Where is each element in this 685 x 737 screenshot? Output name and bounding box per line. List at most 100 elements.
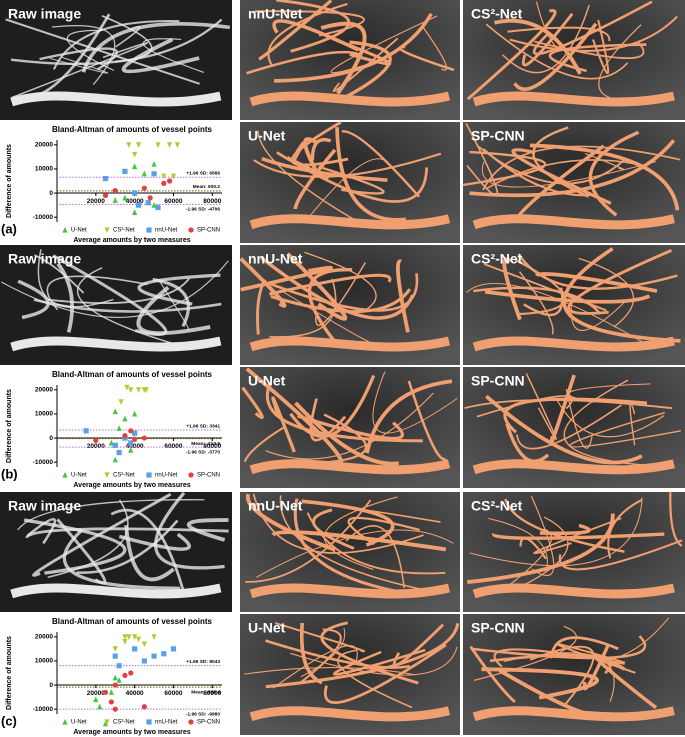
reference-label: -1.96 SD: -9980 [186, 711, 220, 717]
segmentation-image: nnU-Net [240, 0, 460, 120]
point [122, 433, 128, 439]
y-tick-label: -10000 [33, 459, 54, 466]
vessel [121, 37, 200, 74]
point [151, 160, 157, 167]
vessel [481, 667, 599, 700]
vessel [62, 529, 181, 590]
legend-marker [146, 227, 152, 233]
legend-label: SP-CNN [197, 473, 220, 479]
legend-marker [104, 719, 110, 726]
point [132, 646, 138, 652]
point [132, 163, 138, 170]
point [155, 204, 161, 211]
vessel [469, 139, 676, 198]
segmentation-image: CS²-Net [463, 492, 685, 612]
vessel [56, 262, 74, 333]
legend-label: CS²-Net [113, 228, 135, 234]
vessel [548, 43, 647, 73]
vessel [341, 130, 421, 198]
y-tick-label: -10000 [33, 214, 54, 221]
vessel [48, 278, 190, 305]
segmentation-image: U-Net [240, 120, 460, 243]
legend-label: CS²-Net [113, 720, 135, 726]
legend-marker [188, 472, 194, 478]
reference-label: Mean: -214.6 [191, 441, 220, 447]
segmentation-image: CS²-Net [463, 0, 685, 120]
y-tick-label: 0 [49, 190, 53, 197]
vessel [469, 497, 643, 567]
point [141, 658, 147, 664]
vessel [629, 401, 636, 446]
vessel [335, 127, 407, 222]
vessel [265, 622, 460, 689]
vessel [296, 414, 405, 441]
vessel [588, 130, 640, 217]
point [116, 425, 122, 432]
point [145, 200, 151, 206]
vessel [293, 148, 337, 210]
image-label: CS²-Net [471, 498, 523, 514]
vessel [269, 273, 392, 296]
x-tick-label: 80000 [203, 690, 221, 697]
point [112, 188, 118, 194]
point [126, 142, 132, 148]
segmentation-image: SP-CNN [462, 122, 685, 243]
point [132, 151, 138, 158]
vessel [0, 260, 229, 318]
point [116, 663, 122, 669]
vessel [301, 499, 395, 547]
point [112, 682, 118, 688]
vessel [482, 148, 591, 197]
point [112, 408, 118, 415]
point [108, 689, 114, 695]
vessel [257, 130, 357, 222]
point [166, 142, 173, 148]
point [102, 689, 109, 695]
legend-marker [146, 472, 152, 478]
vessel [292, 141, 305, 162]
vessel [345, 525, 405, 588]
y-tick-label: 10000 [35, 166, 53, 173]
vessel [17, 499, 205, 531]
x-tick-label: 20000 [87, 690, 105, 697]
vessel [365, 379, 453, 454]
point [122, 672, 128, 679]
vessel [76, 519, 179, 574]
vessel [49, 56, 109, 74]
point [132, 209, 138, 215]
point [126, 634, 132, 640]
vessel [504, 498, 625, 553]
point [116, 449, 122, 456]
raw-image: Raw image [0, 245, 232, 365]
image-label: Raw image [8, 498, 81, 514]
point [128, 670, 134, 676]
point [155, 142, 161, 148]
vessel [289, 374, 376, 438]
point [112, 442, 118, 448]
image-label: U-Net [248, 620, 286, 636]
segmentation-image: SP-CNN [463, 614, 685, 735]
vessel [407, 380, 447, 461]
vessel [34, 254, 85, 294]
vessel [243, 425, 287, 463]
point [161, 173, 167, 180]
vessel [249, 459, 451, 475]
x-tick-label: 60000 [164, 443, 182, 450]
point [128, 428, 134, 434]
vessel [294, 401, 399, 466]
x-tick-label: 20000 [87, 198, 105, 205]
vessel [314, 262, 366, 327]
legend-label: U-Net [71, 228, 87, 234]
segmentation-image: CS²-Net [463, 245, 685, 365]
point [122, 639, 128, 645]
vessel [472, 583, 675, 599]
vessel [137, 273, 221, 306]
vessel [249, 706, 451, 722]
vessel [507, 516, 569, 594]
point [112, 674, 118, 681]
legend-label: CS²-Net [113, 473, 135, 479]
segmentation-image: nnU-Net [239, 245, 460, 365]
vessel [473, 286, 602, 315]
vessel [290, 646, 458, 676]
legend-label: nnU-Net [155, 228, 178, 234]
